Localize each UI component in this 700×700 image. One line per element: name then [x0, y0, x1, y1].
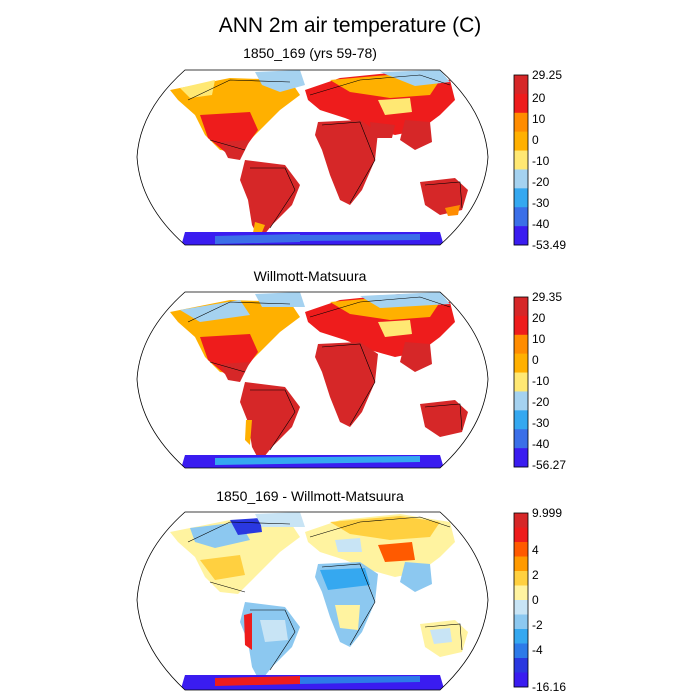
colorbar-swatch: [514, 391, 528, 411]
cb3-label-5: -4: [532, 643, 543, 657]
cb2-label-7: -40: [532, 437, 550, 451]
antarctica-land: [180, 455, 445, 468]
colorbar-swatch: [514, 600, 528, 615]
cb1-label-4: -10: [532, 154, 550, 168]
colorbar-swatch: [514, 527, 528, 543]
africa-land: [315, 562, 378, 647]
cb2-label-5: -20: [532, 395, 550, 409]
cb3-label-1: 4: [532, 543, 539, 557]
south-america-land: [240, 160, 300, 242]
panel-2-coastlines: [187, 296, 463, 451]
colorbar-swatch: [514, 112, 528, 132]
colorbar-swatch: [514, 226, 528, 246]
cb2-label-2: 10: [532, 332, 546, 346]
colorbar-swatch: [514, 556, 528, 572]
figure-title: ANN 2m air temperature (C): [218, 14, 482, 37]
cb3-label-3: 0: [532, 593, 539, 607]
colorbar-swatch: [514, 614, 528, 630]
cb2-label-1: 20: [532, 311, 546, 325]
cb3-label-4: -2: [532, 618, 543, 632]
cb2-label-0: 29.35: [532, 290, 563, 304]
panel-3-title: 1850_169 - Willmott-Matsuura: [216, 488, 404, 504]
colorbar-frame: [513, 296, 529, 468]
colorbar-swatch: [514, 315, 528, 336]
panel-2-colorbar: [513, 296, 529, 468]
australia-land: [420, 178, 468, 216]
antarctica-land: [180, 675, 445, 690]
cb1-label-0: 29.25: [532, 68, 563, 82]
africa-land: [315, 120, 378, 205]
panel-1-map: [170, 70, 468, 245]
cb1-label-1: 20: [532, 91, 546, 105]
colorbar-swatch: [514, 131, 528, 151]
colorbar-swatch: [514, 672, 528, 688]
panel-3-map: [170, 512, 468, 690]
colorbar-swatch: [514, 75, 528, 95]
colorbar-frame: [513, 512, 529, 688]
cb2-label-4: -10: [532, 374, 550, 388]
cb1-label-7: -40: [532, 217, 550, 231]
panel-3-coastlines: [187, 516, 463, 671]
colorbar-frame: [513, 74, 529, 246]
colorbar-swatch: [514, 571, 528, 586]
colorbar-swatch: [514, 372, 528, 392]
colorbar-swatch: [514, 448, 528, 468]
colorbar-swatch: [514, 207, 528, 227]
colorbar-swatch: [514, 410, 528, 430]
antarctica-land: [180, 232, 445, 245]
north-america-land: [170, 292, 305, 382]
colorbar-swatch: [514, 513, 528, 528]
panel-2-map-border: [136, 291, 489, 469]
north-america-land: [170, 512, 305, 594]
eurasia-land: [305, 292, 455, 372]
australia-land: [420, 400, 468, 437]
cb1-label-5: -20: [532, 175, 550, 189]
panel-1-colorbar: [513, 74, 529, 246]
panel-3-map-border: [136, 511, 489, 691]
colorbar-swatch: [514, 429, 528, 449]
cb1-label-3: 0: [532, 133, 539, 147]
colorbar-swatch: [514, 658, 528, 673]
colorbar-swatch: [514, 542, 528, 557]
cb2-label-8: -56.27: [532, 458, 567, 472]
north-america-land: [170, 70, 305, 160]
africa-land: [315, 342, 378, 427]
eurasia-land: [305, 70, 455, 150]
cb1-label-2: 10: [532, 112, 546, 126]
panel-3-colorbar: [513, 512, 529, 688]
colorbar-swatch: [514, 334, 528, 354]
australia-land: [420, 620, 468, 657]
colorbar-swatch: [514, 93, 528, 114]
cb1-label-6: -30: [532, 196, 550, 210]
south-america-land: [240, 382, 300, 462]
panel-2-title: Willmott-Matsuura: [253, 268, 367, 284]
cb3-label-2: 2: [532, 568, 539, 582]
colorbar-swatch: [514, 353, 528, 373]
south-america-land: [240, 602, 300, 682]
colorbar-swatch: [514, 643, 528, 659]
eurasia-land: [305, 514, 455, 592]
panel-1-map-border: [136, 69, 489, 246]
panel-2-map: [170, 292, 468, 468]
colorbar-swatch: [514, 188, 528, 208]
panel-1-coastlines: [187, 74, 463, 229]
colorbar-swatch: [514, 150, 528, 170]
colorbar-swatch: [514, 585, 528, 601]
colorbar-swatch: [514, 297, 528, 317]
cb3-label-0: 9.999: [532, 506, 563, 520]
cb2-label-6: -30: [532, 416, 550, 430]
cb1-label-8: -53.49: [532, 238, 567, 252]
colorbar-swatch: [514, 629, 528, 644]
cb2-label-3: 0: [532, 353, 539, 367]
cb3-label-6: -16.16: [532, 680, 567, 694]
panel-1-title: 1850_169 (yrs 59-78): [243, 45, 377, 61]
colorbar-swatch: [514, 169, 528, 189]
